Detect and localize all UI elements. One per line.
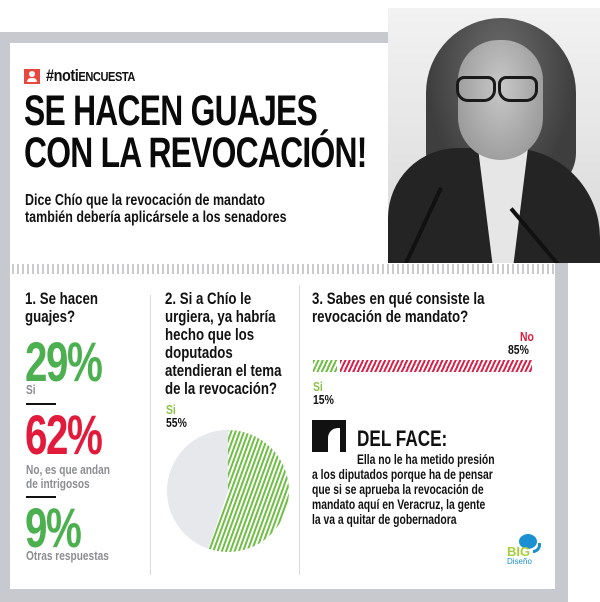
q3-no-label: No xyxy=(520,329,534,344)
subhead-line-2: también debería aplicársele a los senado… xyxy=(25,209,287,226)
subheadline: Dice Chío que la revocación de mandato t… xyxy=(25,192,287,226)
big-diseno-logo: BIG Diseño xyxy=(505,534,550,566)
tag-text: #notiENCUESTA xyxy=(46,66,135,85)
q3-bar-no xyxy=(340,360,532,372)
q1-result-si-value: 29% xyxy=(25,330,103,393)
q1-result-no-label: No, es que andan de intrigosos xyxy=(26,462,110,491)
facebook-icon xyxy=(312,420,346,452)
q2-si-label: Si xyxy=(166,402,176,417)
column-divider xyxy=(299,285,300,575)
question-2-title: 2. Si a Chío le urgiera, ya habría hecho… xyxy=(165,289,282,398)
noti-encuesta-tag: #notiENCUESTA xyxy=(24,66,151,86)
question-1-title: 1. Se hacen guajes? xyxy=(25,289,98,326)
del-face-title: DEL FACE: xyxy=(357,426,448,451)
rule xyxy=(26,496,56,498)
del-face-line-3: que si se aprueba la revocación de xyxy=(312,481,484,497)
del-face-line-5: la va a quitar de gobernadora xyxy=(312,511,457,527)
q1-result-other-label: Otras respuestas xyxy=(26,548,109,563)
speaker-photo xyxy=(388,8,600,263)
q3-no-value: 85% xyxy=(508,342,529,357)
headline-line-2: CON LA REVOCACIÓN! xyxy=(24,129,367,177)
pie-svg xyxy=(167,430,289,552)
q2-si-value: 55% xyxy=(166,415,187,430)
elephant-icon xyxy=(519,534,537,549)
q3-si-label: Si xyxy=(313,379,323,394)
column-divider xyxy=(150,295,151,575)
q2-pie-chart xyxy=(167,430,289,552)
subhead-line-1: Dice Chío que la revocación de mandato xyxy=(25,192,265,209)
headline-line-1: SE HACEN GUAJES xyxy=(24,87,318,135)
del-face-line-1: Ella no le ha metido presión xyxy=(357,451,495,467)
rule xyxy=(26,403,56,405)
dashed-separator xyxy=(12,264,554,274)
q1-result-si-label: Si xyxy=(26,382,36,397)
headline: SE HACEN GUAJES CON LA REVOCACIÓN! xyxy=(24,87,367,177)
q1-result-no-value: 62% xyxy=(25,403,103,466)
q1-result-other-value: 9% xyxy=(25,496,82,559)
q3-si-value: 15% xyxy=(313,392,334,407)
person-icon xyxy=(24,68,40,84)
del-face-line-2: a los diputados porque ha de pensar xyxy=(312,466,493,482)
del-face-line-4: mandato aquí en Veracruz, la gente xyxy=(312,496,486,512)
question-3-title: 3. Sabes en qué consiste la revocación d… xyxy=(312,289,485,326)
pie-slice-si xyxy=(208,430,289,552)
q3-bar-si xyxy=(313,360,337,372)
